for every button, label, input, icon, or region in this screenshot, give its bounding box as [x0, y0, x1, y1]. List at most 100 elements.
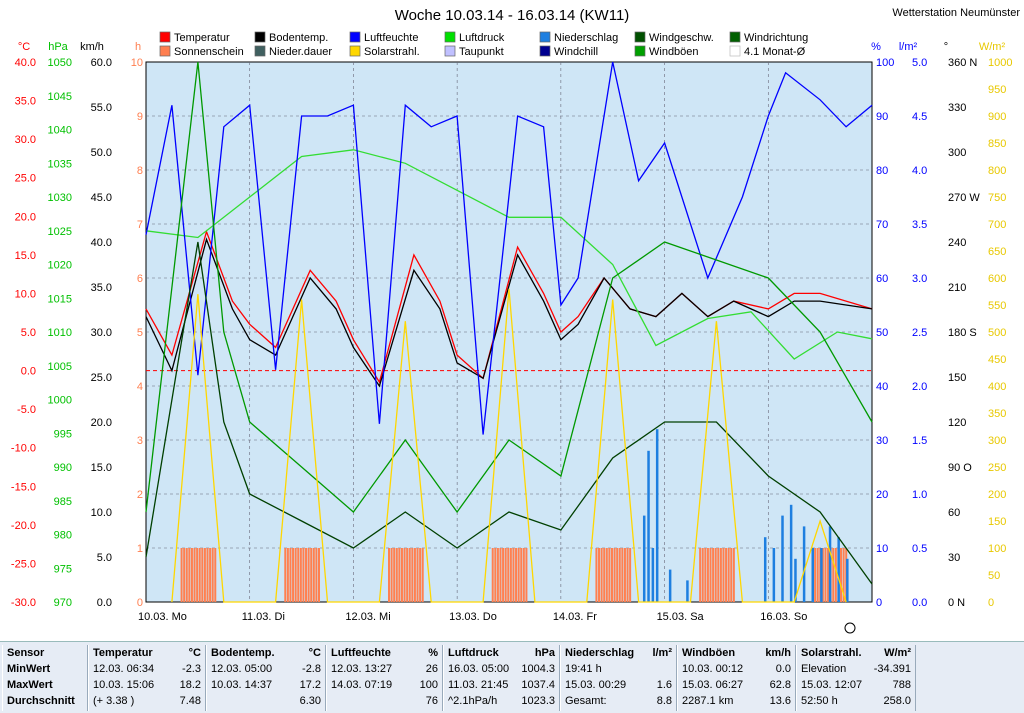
sunshine-bar [603, 548, 606, 602]
stats-value: 258.0 [883, 695, 911, 707]
tick-label-temp: -5.0 [17, 404, 36, 416]
legend-label: 4.1 Monat-Ø [744, 46, 806, 58]
tick-label-hours: 2 [137, 489, 143, 501]
tick-label-dir: 210 [948, 282, 966, 294]
stats-block: Luftfeuchte% 12.03. 13:27 26 14.03. 07:19 10… [326, 645, 443, 711]
tick-label-dir: 30 [948, 552, 960, 564]
tick-label-dir: 60 [948, 507, 960, 519]
station-name: Wetterstation Neumünster [892, 7, 1020, 19]
stats-value: °C [188, 647, 201, 659]
legend-swatch [159, 31, 171, 43]
tick-label-rain: 4.5 [912, 111, 927, 123]
axis-unit-press: hPa [48, 41, 68, 53]
legend-label: Bodentemp. [269, 32, 328, 44]
stats-cell: ^2.1hPa/h [448, 695, 498, 707]
sunshine-bar [312, 548, 315, 602]
stats-row: Luftfeuchte% [327, 645, 442, 661]
tick-label-press: 1030 [48, 192, 72, 204]
stats-row: Temperatur °C [89, 645, 205, 661]
legend-label: Nieder.dauer [269, 46, 332, 58]
sunshine-bar [413, 548, 416, 602]
tick-label-temp: -15.0 [11, 481, 36, 493]
stats-cell: 11.03. 21:45 [448, 679, 509, 691]
stats-row: 2287.1 km 13.6 [678, 693, 795, 709]
stats-value: 100 [419, 679, 438, 691]
tick-label-press: 1045 [48, 91, 72, 103]
tick-label-solar: 850 [988, 138, 1006, 150]
day-label: 15.03. Sa [657, 611, 705, 623]
rain-bar [794, 558, 797, 602]
stats-row: 10.03. 00:12 0.0 [678, 661, 795, 677]
tick-label-humid: 60 [876, 273, 888, 285]
tick-label-wind: 0.0 [97, 597, 112, 609]
sunshine-bar [515, 548, 518, 602]
tick-label-dir: 150 [948, 372, 966, 384]
tick-label-humid: 30 [876, 435, 888, 447]
sunshine-bar [706, 548, 709, 602]
stats-block: Windböen km/h 10.03. 00:12 0.0 15.03. 06:27 6… [677, 645, 796, 711]
sunshine-bar [616, 548, 619, 602]
tick-label-temp: -30.0 [11, 597, 36, 609]
stats-cell: Gesamt: [565, 695, 607, 707]
tick-label-rain: 2.0 [912, 381, 927, 393]
tick-label-solar: 650 [988, 246, 1006, 258]
stats-value: 26 [425, 663, 438, 675]
tick-label-humid: 80 [876, 165, 888, 177]
sunshine-bar [842, 548, 845, 602]
sunshine-bar [411, 548, 414, 602]
sunshine-bar [832, 548, 835, 602]
sunshine-bar [494, 548, 497, 602]
tick-label-dir: 240 [948, 237, 966, 249]
stats-row: Gesamt: 8.8 [561, 693, 676, 709]
tick-label-wind: 55.0 [91, 102, 112, 114]
tick-label-press: 1000 [48, 395, 72, 407]
tick-label-dir: 330 [948, 102, 966, 114]
tick-label-humid: 20 [876, 489, 888, 501]
stats-panel: Sensor MinWert MaxWert Durchschnitt Temp… [0, 641, 1024, 713]
sunshine-bar [406, 548, 409, 602]
tick-label-solar: 800 [988, 165, 1006, 177]
axis-unit-hours: h [135, 41, 141, 53]
tick-label-rain: 3.5 [912, 219, 927, 231]
rain-bar [642, 515, 646, 602]
sunshine-bar [305, 548, 308, 602]
legend-swatch [444, 31, 456, 43]
legend: Temperatur Sonnenschein Bodentemp. Nieder.d… [159, 31, 808, 58]
sunshine-bar [185, 548, 188, 602]
sunshine-bar [600, 548, 603, 602]
sunshine-bar [816, 548, 819, 602]
sunshine-bar [730, 548, 733, 602]
tick-label-solar: 1000 [988, 57, 1012, 69]
day-label: 11.03. Di [242, 611, 285, 623]
tick-label-hours: 5 [137, 327, 143, 339]
tick-label-humid: 70 [876, 219, 888, 231]
stats-value: °C [308, 647, 321, 659]
axis-unit-rain: l/m² [899, 41, 918, 53]
sunshine-bar [504, 548, 507, 602]
tick-label-humid: 90 [876, 111, 888, 123]
sunshine-bar [834, 548, 837, 602]
stats-cell: 52:50 h [801, 695, 838, 707]
sunshine-bar [209, 548, 212, 602]
tick-label-wind: 30.0 [91, 327, 112, 339]
stats-cell: Temperatur [93, 647, 153, 659]
tick-label-hours: 1 [137, 543, 143, 555]
rain-bar [763, 537, 767, 602]
weather-chart: 40.035.030.025.020.015.010.05.00.0-5.0-1… [10, 7, 1021, 634]
stats-value: 0.0 [775, 663, 791, 675]
sunshine-bar [719, 548, 722, 602]
legend-swatch [729, 45, 741, 57]
sunshine-bar [302, 548, 305, 602]
tick-label-dir: 360 N [948, 57, 977, 69]
legend-label: Windböen [649, 46, 699, 58]
sunshine-bar [183, 548, 186, 602]
legend-label: Luftdruck [459, 32, 505, 44]
stats-value: 13.6 [769, 695, 791, 707]
tick-label-press: 975 [54, 563, 72, 575]
tick-label-dir: 90 O [948, 462, 972, 474]
sunshine-bar [605, 548, 608, 602]
sunshine-bar [390, 548, 393, 602]
tick-label-wind: 50.0 [91, 147, 112, 159]
rain-bar [772, 548, 776, 602]
sunshine-bar [725, 548, 728, 602]
